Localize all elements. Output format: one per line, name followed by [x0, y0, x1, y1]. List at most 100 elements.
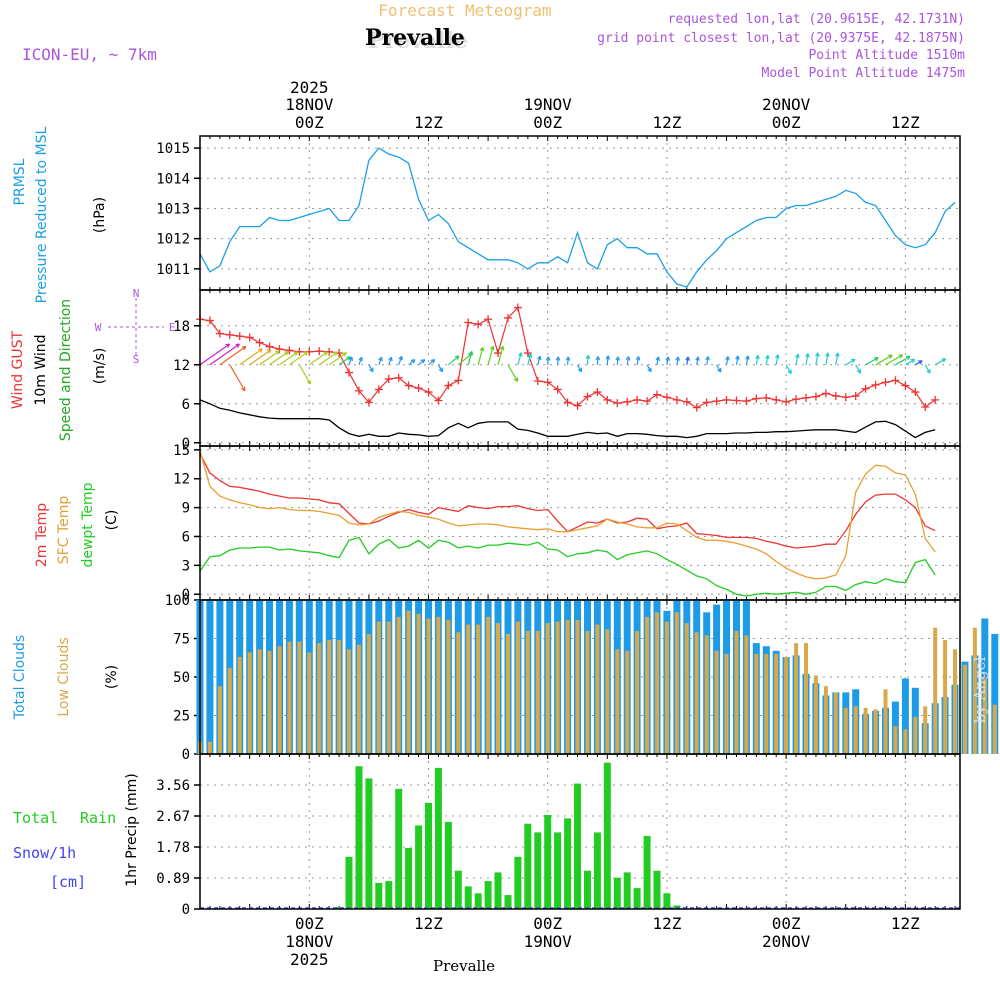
wind-direction-arrow	[696, 356, 699, 365]
wind-arrow-head	[675, 356, 680, 361]
low-cloud-bar	[625, 650, 630, 754]
gust-marker	[643, 397, 652, 406]
point-altitude: Point Altitude 1510m	[808, 48, 965, 63]
wind-direction-arrow	[507, 364, 519, 382]
temp-sfc-label: SFC Temp	[56, 496, 72, 565]
wind-arrow-head	[303, 351, 309, 356]
wind-direction-arrow	[497, 346, 504, 365]
wind-arrow-head	[518, 352, 523, 357]
temp-2m-label: 2m Temp	[34, 503, 50, 567]
wind-direction-arrow	[537, 355, 541, 365]
wind-arrow-head	[565, 356, 571, 361]
wind-arrow-head	[910, 358, 916, 364]
wind-direction-arrow	[199, 343, 230, 366]
bottom-time-label: 00Z	[295, 914, 324, 933]
wind-direction-arrow	[835, 352, 839, 365]
gust-marker	[404, 381, 413, 390]
gust-marker	[613, 399, 622, 408]
low-cloud-bar	[982, 678, 987, 754]
gust-marker	[682, 397, 691, 406]
gust-marker	[831, 391, 840, 400]
wind-arrow-head	[647, 367, 652, 373]
low-cloud-bar	[813, 675, 818, 754]
low-cloud-bar	[913, 717, 918, 754]
wind-arrow-head	[342, 352, 347, 357]
wind-direction-arrow	[725, 356, 729, 365]
wind-direction-arrow	[338, 356, 351, 366]
wind-direction-arrow	[259, 350, 280, 366]
gust-marker	[225, 330, 234, 339]
wind-arrow-head	[735, 355, 740, 360]
rain-bar	[385, 881, 393, 909]
wind-arrow-head	[266, 349, 272, 354]
wind-arrow-head	[527, 353, 533, 358]
chart-title: Forecast Meteogram	[378, 1, 551, 20]
clouds-low-label: Low Clouds	[56, 637, 72, 716]
precip-axis-label: 1hr Precip (mm)	[124, 773, 140, 886]
y-tick-label: 1013	[156, 201, 190, 217]
low-cloud-bar	[386, 621, 391, 754]
grid-point-coords: grid point closest lon,lat (20.9375E, 42…	[597, 31, 965, 46]
precip-panel: 0 0.89 1.78 2.67 3.56	[156, 753, 961, 918]
low-cloud-bar	[774, 653, 779, 754]
wind-direction-arrow	[596, 356, 599, 365]
wind-arrow-head	[595, 356, 601, 361]
wind-direction-arrow	[656, 356, 659, 365]
gust-marker	[513, 303, 522, 312]
low-cloud-bar	[754, 653, 759, 754]
wind-arrow-head	[705, 356, 710, 361]
low-cloud-bar	[694, 632, 699, 754]
wind-arrow-head	[615, 356, 621, 361]
rain-bar	[554, 832, 562, 909]
wind-direction-label: Speed and Direction	[58, 299, 74, 441]
wind-direction-arrow	[586, 355, 589, 365]
wind-arrow-head	[825, 352, 830, 357]
low-cloud-bar	[883, 689, 888, 754]
wind-direction-arrow	[905, 358, 916, 366]
wind-arrow-head	[378, 356, 383, 362]
low-cloud-bar	[734, 630, 739, 754]
clouds-panel: 0 25 50 75 100	[165, 593, 999, 763]
wind-arrow-head	[765, 354, 770, 360]
low-cloud-bar	[923, 706, 928, 754]
wind-direction-arrow	[229, 364, 246, 392]
rain-bar	[405, 848, 413, 909]
wind-direction-arrow	[289, 351, 308, 366]
model-label: ICON-EU, ~ 7km	[22, 45, 157, 64]
gust-marker	[662, 393, 671, 402]
gust-marker	[802, 393, 811, 402]
gust-marker	[901, 381, 910, 390]
low-cloud-bar	[287, 641, 292, 754]
compass-w: W	[95, 321, 102, 334]
bottom-time-label: 00Z	[533, 914, 562, 933]
location-title: Prevalle	[365, 25, 465, 51]
clouds-unit: (%)	[104, 665, 120, 689]
y-tick-label: 2.67	[156, 809, 190, 825]
gust-marker	[722, 395, 731, 404]
wind-direction-arrow	[298, 364, 311, 385]
rain-bar	[345, 856, 353, 909]
y-tick-label: 0	[182, 587, 190, 603]
gust-marker	[315, 347, 324, 356]
temp-dewpt-line	[199, 536, 936, 597]
low-cloud-bar	[595, 624, 600, 754]
gust-marker	[394, 373, 403, 382]
wind-arrow-head	[398, 355, 403, 361]
wind-direction-arrow	[269, 351, 289, 366]
clouds-total-label: Total Clouds	[12, 635, 28, 720]
gust-marker	[603, 395, 612, 404]
low-cloud-bar	[317, 643, 322, 754]
y-tick-label: 50	[173, 670, 190, 686]
low-cloud-bar	[426, 618, 431, 754]
gust-marker	[881, 378, 890, 387]
gust-marker	[245, 333, 254, 342]
low-cloud-bar	[784, 657, 789, 754]
wind-arrow-head	[795, 353, 800, 359]
gust-marker	[792, 395, 801, 404]
low-cloud-bar	[992, 704, 997, 754]
gust-marker	[931, 395, 940, 404]
low-cloud-bar	[972, 627, 977, 754]
y-tick-label: 0	[182, 902, 190, 918]
wind-arrow-head	[293, 351, 299, 356]
